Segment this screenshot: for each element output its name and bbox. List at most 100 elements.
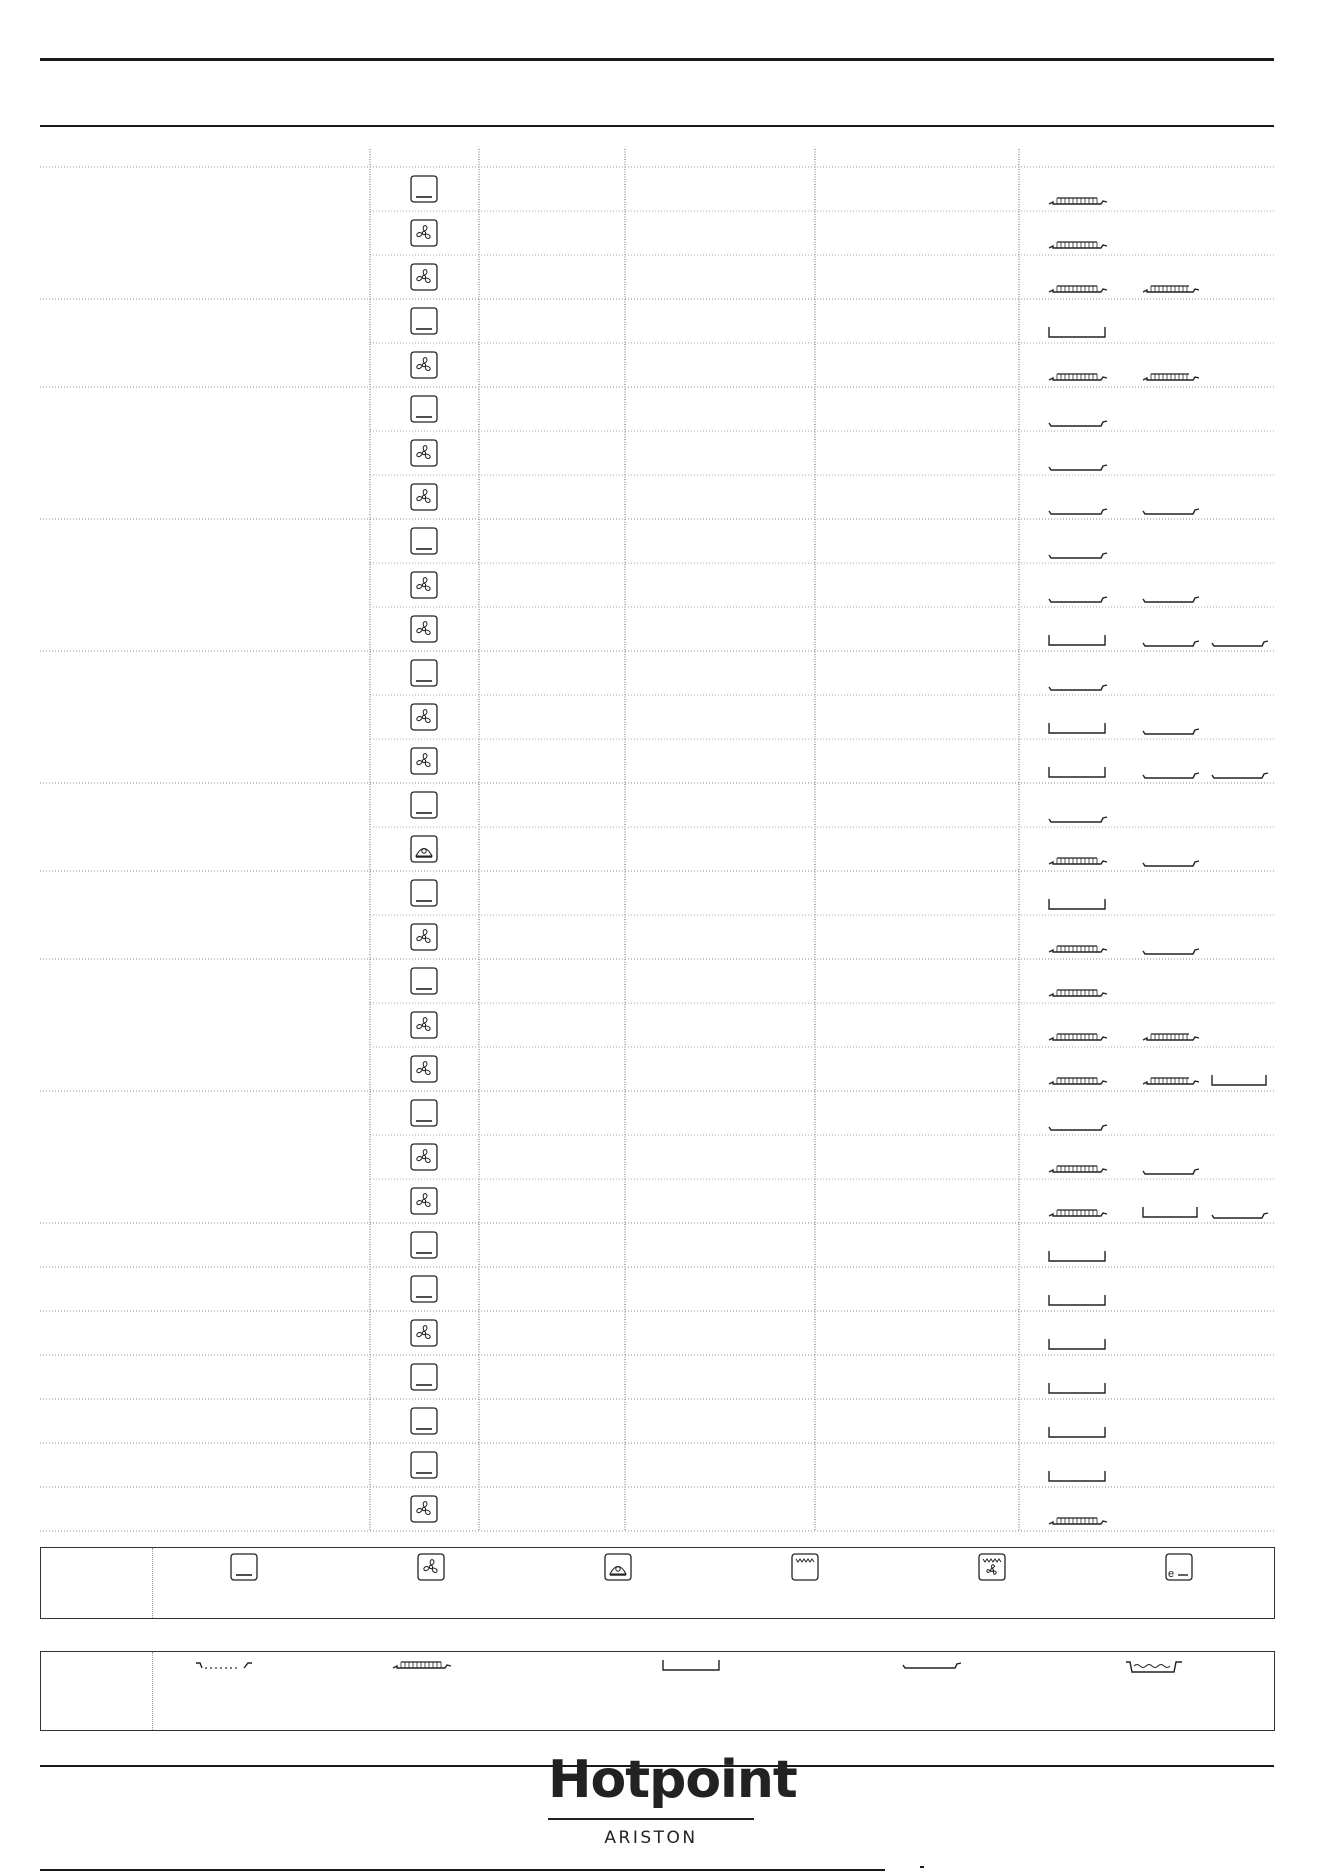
table-row [370, 967, 1274, 1004]
table-row [40, 1275, 1274, 1312]
fan-grill-icon [978, 1553, 1006, 1581]
baking-tray-icon [1142, 772, 1200, 779]
baking-tray-icon [1142, 596, 1200, 603]
fan-oven-icon [410, 1011, 438, 1039]
table-row [370, 175, 1274, 212]
static-oven-icon [410, 659, 438, 687]
pizza-oven-icon [410, 835, 438, 863]
eco-oven-icon: e [1165, 1553, 1193, 1581]
baking-tray-icon [1048, 816, 1108, 823]
grill-rack-icon [1048, 989, 1108, 997]
static-oven-icon [410, 879, 438, 907]
static-oven-icon [410, 527, 438, 555]
table-row [370, 1011, 1274, 1048]
baking-tray-icon [1142, 1168, 1200, 1175]
table-row [370, 307, 1274, 344]
legend-icons: e [230, 1553, 1193, 1581]
table-row [370, 219, 1274, 256]
static-oven-icon [410, 1231, 438, 1259]
footer-rule [40, 1765, 1274, 1767]
grill-rack-icon [1048, 197, 1108, 205]
fan-oven-icon [410, 439, 438, 467]
grill-rack-icon [1048, 1033, 1108, 1041]
fan-oven-icon [410, 1187, 438, 1215]
table-row [370, 439, 1274, 476]
deep-tray-icon [662, 1660, 720, 1671]
grill-rack-icon [1048, 373, 1108, 381]
fan-oven-icon [410, 1055, 438, 1083]
grill-rack-icon [1048, 1077, 1108, 1085]
static-oven-icon [410, 791, 438, 819]
table-row [40, 1231, 1274, 1268]
baking-tray-icon [1142, 640, 1200, 647]
table-row [40, 351, 1274, 388]
table-row [40, 1055, 1274, 1092]
table-row [370, 1143, 1274, 1180]
static-oven-icon [410, 1099, 438, 1127]
fan-oven-icon [410, 923, 438, 951]
table-row [370, 879, 1274, 916]
baking-tray-icon [1048, 464, 1108, 471]
legend-cooking-modes: e [40, 1547, 1275, 1619]
header-rule-secondary [40, 125, 1274, 127]
fan-oven-icon [410, 615, 438, 643]
static-oven-icon [410, 1275, 438, 1303]
table-row [370, 571, 1274, 608]
fan-oven-icon [410, 1495, 438, 1523]
fan-oven-icon [410, 263, 438, 291]
brand-subname: ARISTON [604, 1828, 698, 1848]
table-row [370, 791, 1274, 828]
table-row [40, 747, 1274, 784]
baking-tray-icon [1211, 640, 1269, 647]
baking-tray-icon [1142, 948, 1200, 955]
fan-oven-icon [410, 219, 438, 247]
brand-logo: Hotpoint ARISTON [548, 1750, 798, 1860]
header-rule [40, 58, 1274, 61]
brand-name: Hotpoint [548, 1750, 798, 1810]
static-oven-icon [410, 175, 438, 203]
fan-oven-icon [410, 747, 438, 775]
table-row [40, 263, 1274, 300]
baking-tray-icon [1142, 728, 1200, 735]
grill-rack-icon [1142, 373, 1200, 381]
pizza-oven-icon [604, 1553, 632, 1581]
deep-tray-icon [1048, 635, 1106, 646]
page-bottom-tick [920, 1866, 924, 1868]
grill-rack-icon [1048, 1517, 1108, 1525]
legend-divider [152, 1652, 153, 1730]
cooking-table [40, 149, 1274, 1532]
baking-tray-icon [902, 1662, 962, 1669]
deep-tray-icon [1142, 1207, 1198, 1218]
deep-tray-icon [1048, 1339, 1106, 1350]
grill-rack-icon [1048, 241, 1108, 249]
fan-oven-icon [410, 483, 438, 511]
grill-rack-icon [392, 1661, 452, 1669]
grill-rack-icon [1142, 1077, 1200, 1085]
grill-rack-icon [1048, 1209, 1108, 1217]
top-grill-icon [791, 1553, 819, 1581]
baking-tray-icon [1048, 684, 1108, 691]
grill-rack-icon [1048, 285, 1108, 293]
static-oven-icon [410, 1363, 438, 1391]
baking-tray-icon [1048, 1124, 1108, 1131]
static-oven-icon [230, 1553, 258, 1581]
table-row [40, 1451, 1274, 1488]
deep-tray-icon [1048, 723, 1106, 734]
deep-tray-icon [1048, 1295, 1106, 1306]
baking-tray-icon [1048, 420, 1108, 427]
fan-oven-icon [410, 351, 438, 379]
brand-rule [548, 1818, 754, 1820]
table-row [40, 835, 1274, 872]
table-row [40, 615, 1274, 652]
table-row [40, 1187, 1274, 1224]
legend-divider [152, 1548, 153, 1618]
fan-oven-icon [410, 1319, 438, 1347]
fan-oven-icon [410, 571, 438, 599]
static-oven-icon [410, 1451, 438, 1479]
fan-oven-icon [410, 1143, 438, 1171]
deep-tray-icon [1211, 1075, 1267, 1086]
legend-accessories [40, 1651, 1275, 1731]
grill-rack-icon [1048, 945, 1108, 953]
baking-tray-icon [1211, 772, 1269, 779]
table-row [40, 1319, 1274, 1356]
